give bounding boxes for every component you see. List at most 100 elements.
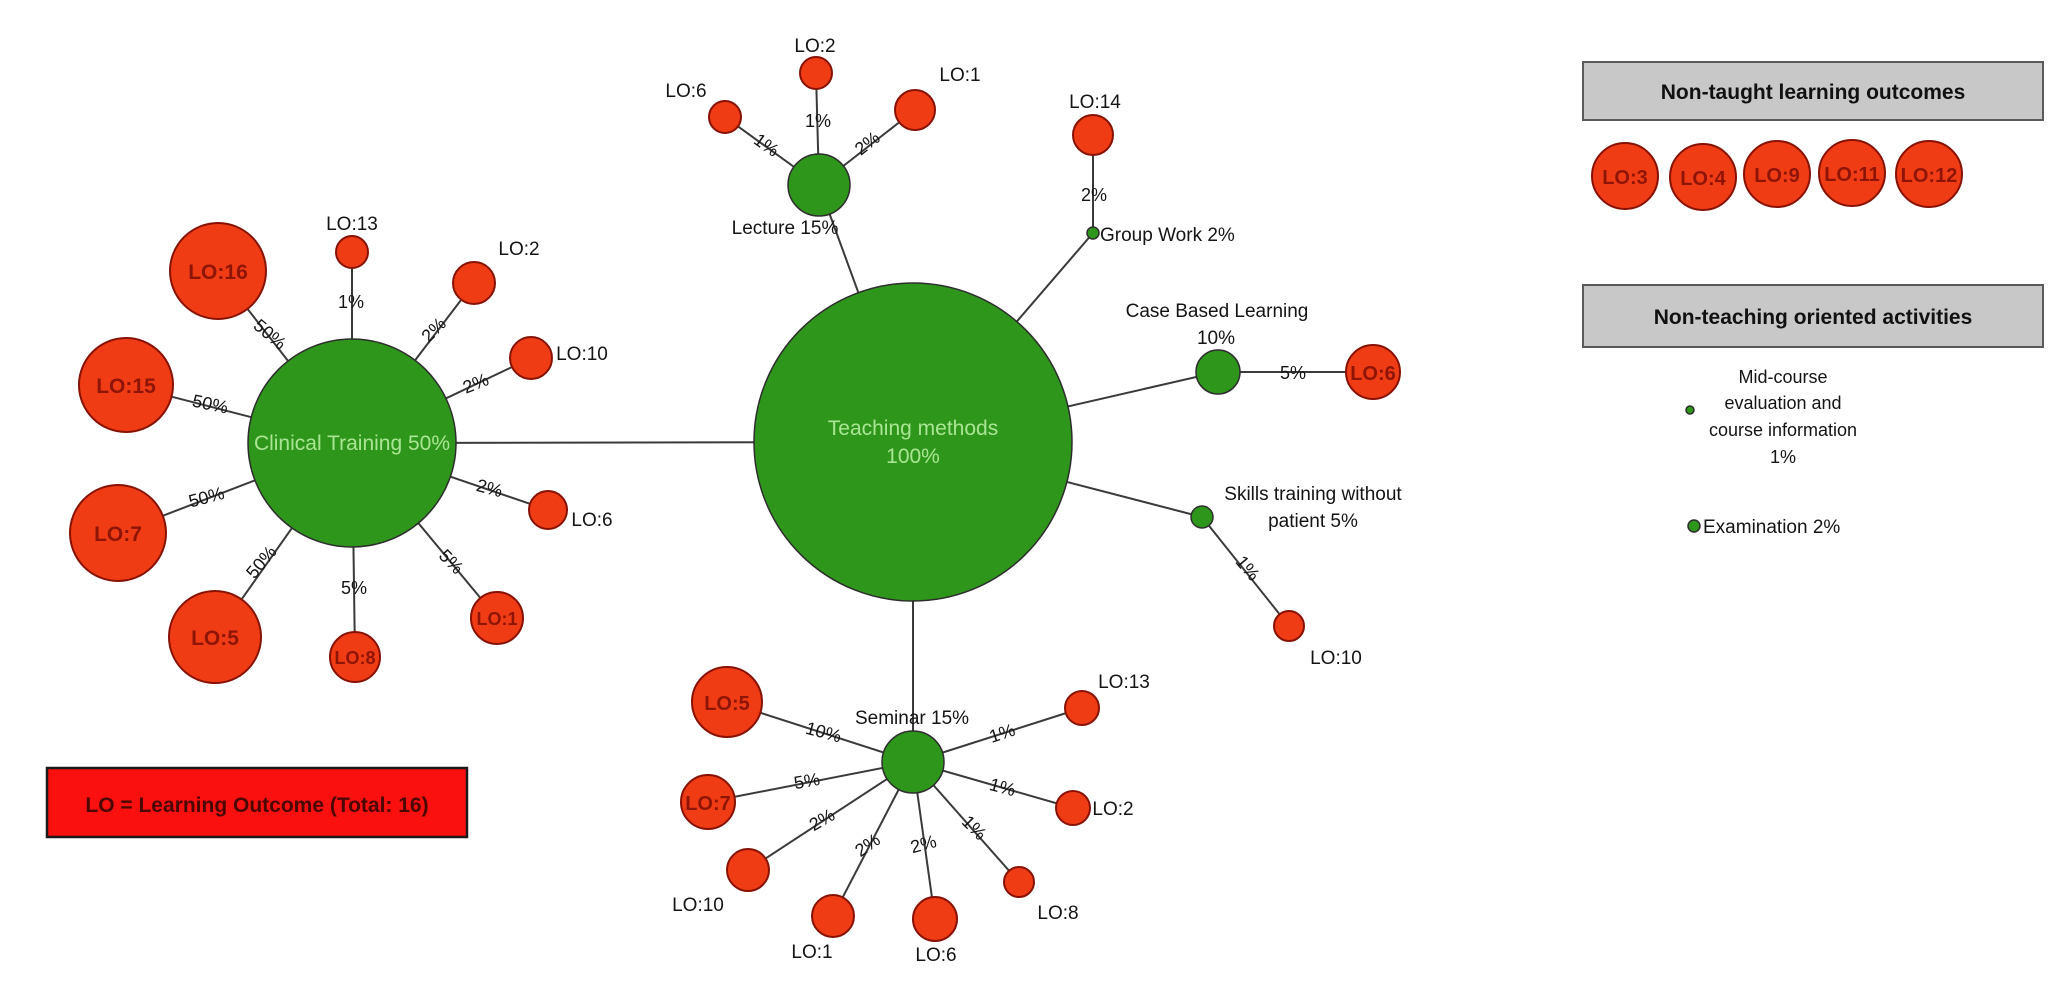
pct-groupwork-lo14: 2% <box>1081 185 1107 205</box>
node-seminar-lo1 <box>811 894 855 938</box>
non-taught-header-box <box>1582 61 2044 121</box>
pct-clinical-lo15: 50% <box>191 391 230 418</box>
midcourse-line3: course information <box>1709 420 1857 440</box>
node-labels: Teaching methods 100% Clinical Training … <box>254 218 1402 729</box>
seminar-lo6-label: LO:6 <box>915 945 956 966</box>
edge-skills-lo10 <box>1201 516 1290 627</box>
pct-casebased-lo6: 5% <box>1280 363 1306 383</box>
node-seminar-lo6 <box>912 896 958 942</box>
examination-label: Examination 2% <box>1703 517 1840 538</box>
midcourse-line1: Mid-course <box>1738 367 1827 387</box>
lecture-lo6-label: LO:6 <box>665 81 706 102</box>
nontaught-lo11-label: LO:11 <box>1824 164 1880 186</box>
pct-clinical-lo13: 1% <box>338 292 364 312</box>
groupwork-lo14-label: LO:14 <box>1069 92 1121 113</box>
pct-seminar-lo13: 1% <box>987 720 1018 747</box>
node-clinical-lo2 <box>452 261 496 305</box>
seminar-lo5-label: LO:5 <box>704 693 750 715</box>
node-clinical-lo6 <box>528 490 568 530</box>
seminar-lo10-label: LO:10 <box>672 895 724 916</box>
clinical-lo2-label: LO:2 <box>498 239 539 260</box>
pct-clinical-lo5: 50% <box>242 542 280 582</box>
clinical-lo1-label: LO:1 <box>476 609 517 629</box>
node-seminar-lo2 <box>1055 790 1091 826</box>
clinical-lo8-label: LO:8 <box>334 648 375 668</box>
teaching-methods-label: Teaching methods <box>828 417 998 440</box>
legend-box <box>45 766 469 839</box>
node-nontaught-lo12 <box>1895 140 1963 208</box>
node-midcourse-dot <box>1685 405 1695 415</box>
seminar-lo7-label: LO:7 <box>685 793 731 815</box>
pct-seminar-lo8: 1% <box>958 811 991 844</box>
edge-seminar-lo7 <box>707 761 914 803</box>
node-clinical-lo5 <box>168 590 262 684</box>
node-clinical-lo7 <box>69 484 167 582</box>
node-seminar <box>881 730 945 794</box>
pct-clinical-lo10: 2% <box>460 369 492 397</box>
node-clinical-lo16 <box>169 222 267 320</box>
node-seminar-lo13 <box>1064 690 1100 726</box>
lo-outer-labels: LO:6 LO:2 LO:1 LO:14 LO:13 LO:2 LO:10 LO… <box>326 36 1362 966</box>
edge-seminar-lo10 <box>747 761 914 871</box>
side-panel: Non-taught learning outcomes LO:3 LO:4 L… <box>1582 61 2044 538</box>
skills-lo10-label: LO:10 <box>1310 648 1362 669</box>
pct-seminar-lo5: 10% <box>804 718 844 747</box>
lecture-lo1-label: LO:1 <box>939 65 980 86</box>
casebased-lo6-label: LO:6 <box>1350 363 1396 385</box>
seminar-label: Seminar 15% <box>855 708 969 729</box>
legend-text: LO = Learning Outcome (Total: 16) <box>85 794 428 817</box>
skills-label-line1: Skills training without <box>1224 484 1402 505</box>
case-based-label-line1: Case Based Learning <box>1126 301 1309 322</box>
pct-skills-lo10: 1% <box>1232 552 1264 585</box>
node-nontaught-lo9 <box>1743 140 1811 208</box>
node-lecture-lo1 <box>894 89 936 131</box>
nontaught-lo9-label: LO:9 <box>1754 165 1800 187</box>
node-skills-lo10 <box>1273 610 1305 642</box>
non-teaching-header: Non-teaching oriented activities <box>1654 306 1973 329</box>
nontaught-lo4-label: LO:4 <box>1680 168 1726 190</box>
node-skills-training <box>1190 505 1214 529</box>
nontaught-lo12-label: LO:12 <box>1901 165 1958 187</box>
pct-clinical-lo2: 2% <box>417 313 450 346</box>
node-seminar-lo7 <box>680 774 736 830</box>
node-nontaught-lo3 <box>1591 142 1659 210</box>
lecture-lo2-label: LO:2 <box>794 36 835 57</box>
node-lecture <box>787 153 851 217</box>
clinical-lo15-label: LO:15 <box>96 375 156 398</box>
node-seminar-lo8 <box>1003 866 1035 898</box>
green-nodes <box>247 153 1241 794</box>
group-work-label: Group Work 2% <box>1100 225 1235 246</box>
lecture-label: Lecture 15% <box>732 218 839 239</box>
pct-clinical-lo6: 2% <box>474 475 504 501</box>
clinical-lo6-label: LO:6 <box>571 510 612 531</box>
clinical-lo5-label: LO:5 <box>191 627 239 650</box>
node-case-based-learning <box>1195 349 1241 395</box>
node-teaching-methods <box>753 282 1073 602</box>
clinical-training-label: Clinical Training 50% <box>254 432 450 455</box>
teaching-methods-pct: 100% <box>886 445 940 468</box>
clinical-lo16-label: LO:16 <box>188 261 248 284</box>
seminar-lo1-label: LO:1 <box>791 942 832 963</box>
node-nontaught-lo11 <box>1818 139 1886 207</box>
pct-clinical-lo7: 50% <box>186 483 226 512</box>
lo-inner-labels: LO:16 LO:15 LO:7 LO:5 LO:8 LO:1 LO:5 LO:… <box>94 261 1396 815</box>
seminar-lo2-label: LO:2 <box>1092 799 1133 820</box>
node-group-work <box>1086 226 1100 240</box>
pct-lecture-lo1: 2% <box>851 127 884 159</box>
node-groupwork-lo14 <box>1072 114 1114 156</box>
clinical-lo7-label: LO:7 <box>94 523 142 546</box>
node-clinical-lo10 <box>509 336 553 380</box>
midcourse-line4: 1% <box>1770 447 1796 467</box>
midcourse-line2: evaluation and <box>1724 393 1841 413</box>
pct-seminar-lo10: 2% <box>806 805 839 835</box>
node-clinical-lo1 <box>470 591 524 645</box>
node-nontaught-lo4 <box>1669 143 1737 211</box>
nontaught-lo3-label: LO:3 <box>1602 167 1648 189</box>
non-teaching-header-box <box>1582 284 2044 348</box>
skills-label-line2: patient 5% <box>1268 511 1358 532</box>
pct-seminar-lo7: 5% <box>792 769 821 793</box>
seminar-lo8-label: LO:8 <box>1037 903 1078 924</box>
red-nodes <box>69 56 1401 942</box>
